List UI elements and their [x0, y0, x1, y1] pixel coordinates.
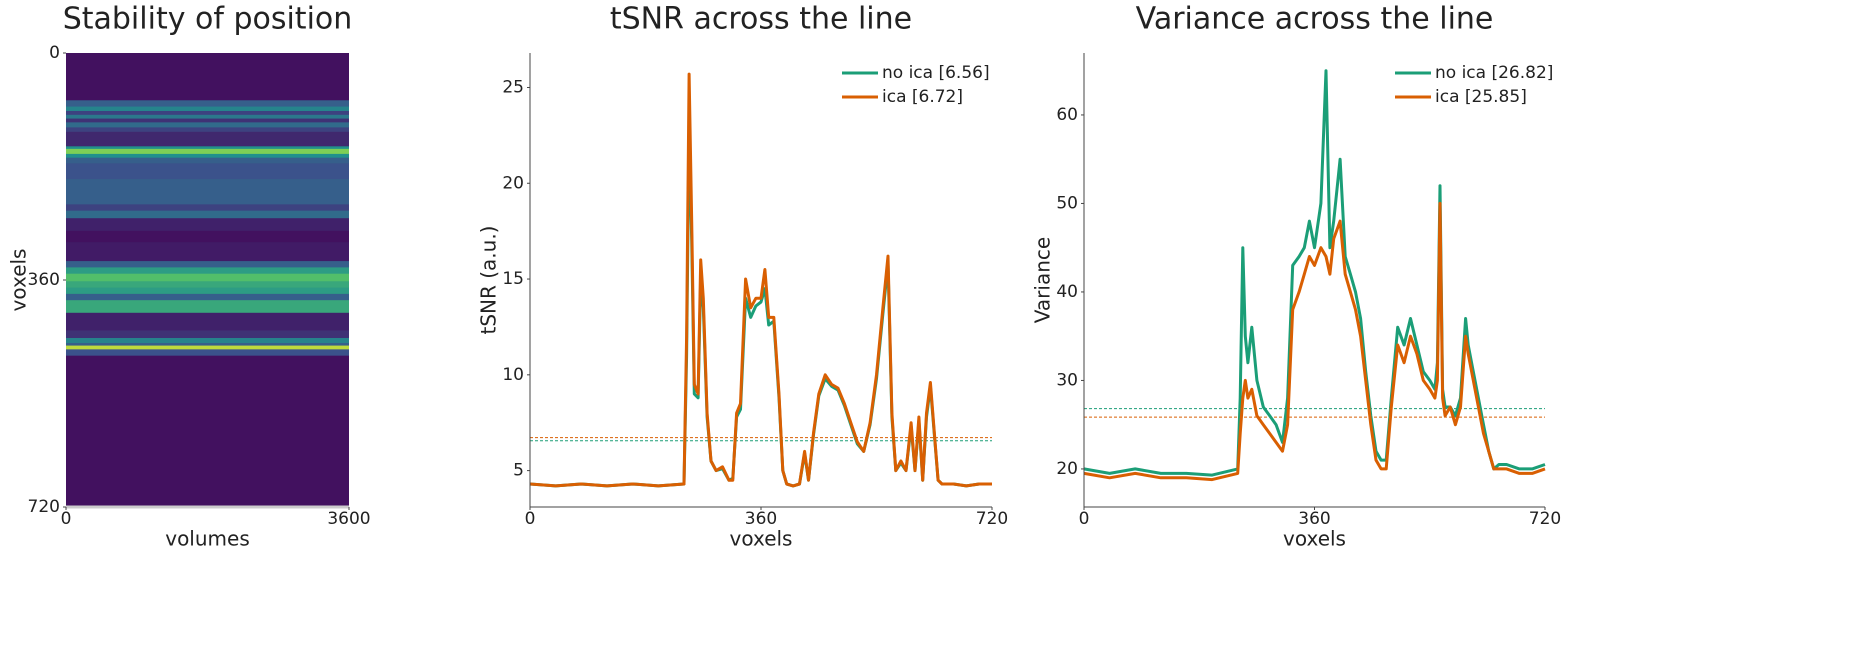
legend-label: no ica [26.82] [1435, 63, 1553, 83]
x-tick-label: 0 [1079, 509, 1090, 529]
heatmap-band [66, 355, 349, 508]
heatmap-band [66, 53, 349, 101]
heatmap-band [66, 118, 349, 123]
legend-label: ica [6.72] [882, 87, 963, 107]
y-axis-label: Variance [1031, 237, 1055, 323]
heatmap-band [66, 345, 349, 350]
heatmap-band [66, 204, 349, 212]
y-tick-label: 25 [502, 77, 524, 97]
heatmap-band [66, 111, 349, 116]
heatmap-band [66, 338, 349, 344]
x-tick-label: 360 [745, 509, 777, 529]
heatmap-band [66, 343, 349, 347]
x-tick-label: 3600 [327, 509, 370, 529]
y-axis-label: tSNR (a.u.) [477, 225, 501, 334]
heatmap-band [66, 261, 349, 268]
heatmap-band [66, 100, 349, 108]
heatmap-band [66, 148, 349, 155]
heatmap-band [66, 349, 349, 357]
series-line [1083, 201, 1546, 482]
y-tick-label: 0 [49, 43, 60, 63]
series-line [1083, 69, 1546, 477]
heatmap-band [66, 210, 349, 219]
y-tick-label: 40 [1056, 282, 1078, 302]
heatmap-band [66, 127, 349, 133]
heatmap-band [66, 267, 349, 275]
y-tick-label: 50 [1056, 193, 1078, 213]
x-axis-label: volumes [165, 527, 250, 551]
legend-label: ica [25.85] [1435, 87, 1527, 107]
x-tick-label: 0 [61, 509, 72, 529]
y-axis-label: voxels [7, 249, 31, 312]
x-axis-label: voxels [730, 527, 793, 551]
heatmap-band [66, 163, 349, 180]
heatmap-band [66, 157, 349, 164]
x-tick-label: 720 [976, 509, 1008, 529]
x-tick-label: 0 [525, 509, 536, 529]
y-tick-label: 360 [28, 270, 60, 290]
heatmap-band [66, 312, 349, 331]
heatmap-band [66, 281, 349, 289]
y-tick-label: 15 [502, 269, 524, 289]
x-axis-label: voxels [1283, 527, 1346, 551]
chart-title: Variance across the line [1136, 2, 1494, 37]
chart-title: tSNR across the line [610, 2, 912, 37]
y-tick-label: 720 [28, 497, 60, 517]
heatmap-band [66, 179, 349, 205]
legend-label: no ica [6.56] [882, 63, 990, 83]
heatmap-band [66, 330, 349, 339]
heatmap-band [66, 122, 349, 128]
y-tick-label: 20 [502, 173, 524, 193]
chart-title: Stability of position [63, 2, 353, 37]
heatmap-band [66, 153, 349, 159]
heatmap-band [66, 300, 349, 314]
y-tick-label: 5 [513, 461, 524, 481]
heatmap-band [66, 131, 349, 147]
y-tick-label: 20 [1056, 459, 1078, 479]
heatmap-band [66, 230, 349, 243]
heatmap-band [66, 218, 349, 232]
y-tick-label: 10 [502, 365, 524, 385]
x-tick-label: 360 [1298, 509, 1330, 529]
heatmap-band [66, 106, 349, 112]
x-tick-label: 720 [1529, 509, 1561, 529]
heatmap-band [66, 293, 349, 301]
heatmap-band [66, 146, 349, 150]
heatmap-band [66, 242, 349, 262]
heatmap-band [66, 287, 349, 295]
series-line [529, 124, 992, 488]
y-tick-label: 30 [1056, 370, 1078, 390]
series-line [529, 72, 992, 488]
heatmap-band [66, 114, 349, 120]
y-tick-label: 60 [1056, 105, 1078, 125]
heatmap-band [66, 273, 349, 282]
